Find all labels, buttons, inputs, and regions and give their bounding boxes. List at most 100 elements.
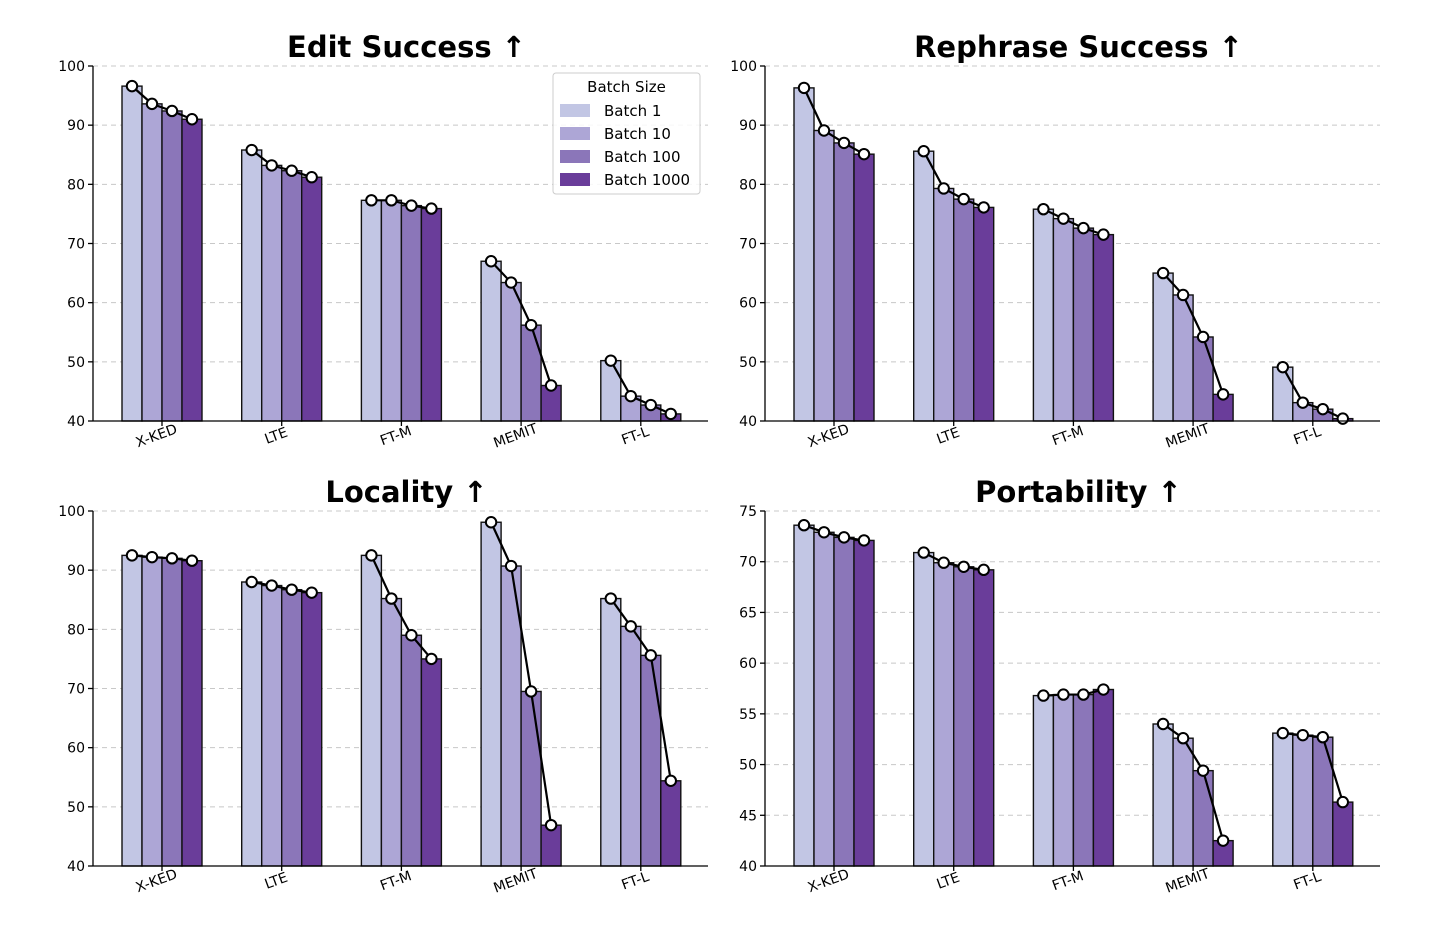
bar-ft-m-batch-1 — [360, 199, 383, 422]
point-lte-batch-10 — [265, 579, 278, 592]
point-memit-batch-1 — [1156, 266, 1170, 280]
point-x-ked-batch-10 — [817, 526, 831, 539]
point-lte-batch-1 — [245, 143, 258, 157]
point-lte-batch-1000 — [977, 201, 990, 214]
trend-line-ft-l — [1281, 366, 1344, 420]
trend-line-lte — [251, 580, 312, 594]
point-ft-m-batch-100 — [405, 199, 418, 212]
bar-memit-batch-10 — [1172, 737, 1194, 867]
y-tick-label: 70 — [739, 555, 757, 571]
panel-portability: 40 45 50 55 60 65 70 75 X-KED LTE FT-M MEMIT FT-L Por… — [739, 475, 1380, 897]
point-ft-m-batch-10 — [385, 194, 398, 207]
point-x-ked-batch-100 — [837, 136, 851, 150]
bar-ft-m-batch-100 — [1072, 693, 1095, 867]
bar-lte-batch-1 — [240, 581, 263, 867]
y-tick-label: 40 — [67, 414, 85, 430]
point-x-ked-batch-10 — [817, 124, 831, 137]
point-x-ked-batch-1000 — [857, 534, 871, 547]
point-x-ked-batch-10 — [145, 97, 159, 111]
legend-swatch-batch-1000 — [560, 173, 590, 186]
y-tick-label: 40 — [739, 414, 757, 430]
bar-ft-l-batch-1 — [1272, 732, 1294, 867]
y-tick-label: 55 — [739, 707, 757, 723]
bar-ft-m-batch-1000 — [1092, 688, 1115, 867]
point-ft-m-batch-10 — [385, 592, 398, 605]
point-ft-l-batch-1000 — [1336, 412, 1350, 425]
legend-label-batch-1: Batch 1 — [604, 102, 661, 120]
y-tick-label: 70 — [67, 237, 85, 253]
point-ft-m-batch-1 — [1037, 689, 1050, 702]
panel-rephrase-success: 40 50 60 70 80 90 100 X-KED LTE FT-M MEMIT FT-L Reph… — [730, 30, 1380, 452]
point-lte-batch-1000 — [305, 586, 318, 599]
point-ft-l-batch-1000 — [664, 407, 677, 421]
point-x-ked-batch-100 — [165, 104, 179, 118]
bar-x-ked-batch-100 — [833, 536, 855, 867]
trend-line-ft-m — [1042, 208, 1104, 236]
point-memit-batch-100 — [1196, 330, 1210, 344]
bar-ft-l-batch-1000 — [660, 780, 682, 867]
y-tick-label: 50 — [67, 355, 85, 371]
point-lte-batch-10 — [265, 159, 278, 172]
y-tick-label: 60 — [739, 656, 757, 672]
bar-x-ked-batch-10 — [813, 531, 835, 867]
x-tick-label: FT-L — [620, 869, 652, 894]
bar-ft-m-batch-10 — [1052, 693, 1075, 867]
panel-locality: 40 50 60 70 80 90 100 X-KED LTE FT-M MEMIT FT-L Loca… — [58, 475, 708, 897]
trend-line-x-ked — [131, 554, 193, 562]
bar-ft-m-batch-1000 — [1092, 233, 1115, 422]
bar-ft-l-batch-1 — [600, 597, 622, 867]
point-ft-l-batch-10 — [1296, 396, 1310, 409]
x-tick-label: X-KED — [134, 421, 180, 451]
trend-line-memit — [1162, 723, 1225, 841]
point-lte-batch-1 — [917, 145, 930, 158]
bar-lte-batch-1000 — [973, 206, 995, 422]
bar-x-ked-batch-1 — [793, 524, 815, 867]
y-tick-label: 70 — [739, 237, 757, 253]
x-tick-label: LTE — [263, 425, 290, 448]
bar-memit-batch-10 — [1172, 294, 1194, 422]
legend-label-batch-10: Batch 10 — [604, 125, 671, 143]
bar-lte-batch-10 — [933, 562, 955, 867]
point-ft-l-batch-100 — [644, 649, 657, 662]
bar-ft-l-batch-10 — [620, 625, 642, 867]
trend-line-lte — [923, 551, 984, 571]
legend-swatch-batch-100 — [560, 150, 590, 163]
point-memit-batch-1000 — [1216, 388, 1230, 401]
bar-ft-l-batch-10 — [1292, 734, 1314, 867]
bar-x-ked-batch-10 — [813, 129, 835, 422]
point-memit-batch-100 — [1196, 764, 1210, 777]
bar-lte-batch-1 — [913, 551, 935, 867]
bar-lte-batch-100 — [953, 198, 975, 422]
bar-x-ked-batch-100 — [161, 557, 183, 867]
y-tick-label: 90 — [739, 118, 757, 134]
bar-lte-batch-1000 — [301, 176, 323, 422]
x-tick-label: FT-M — [1050, 423, 1086, 449]
point-ft-l-batch-10 — [1296, 728, 1310, 742]
chart-title: Locality ↑ — [325, 475, 487, 509]
bar-lte-batch-1 — [913, 150, 935, 422]
point-lte-batch-100 — [285, 583, 298, 596]
y-tick-label: 100 — [58, 59, 85, 75]
bar-lte-batch-10 — [933, 187, 955, 422]
x-tick-label: X-KED — [806, 866, 852, 896]
trend-line-memit — [490, 260, 553, 386]
y-tick-label: 40 — [67, 859, 85, 875]
legend-box — [552, 72, 701, 195]
trend-line-lte — [251, 149, 313, 179]
bar-memit-batch-1 — [1152, 723, 1174, 867]
x-tick-label: FT-L — [620, 424, 652, 449]
point-ft-m-batch-100 — [405, 629, 418, 642]
point-x-ked-batch-1 — [125, 79, 139, 93]
bar-x-ked-batch-10 — [141, 556, 163, 867]
point-x-ked-batch-1 — [797, 519, 811, 532]
point-memit-batch-10 — [1176, 288, 1190, 302]
bar-ft-m-batch-1 — [360, 554, 383, 867]
trend-line-x-ked — [131, 85, 193, 121]
point-ft-l-batch-1 — [1276, 726, 1290, 740]
x-tick-label: MEMIT — [492, 421, 541, 452]
x-tick-label: LTE — [935, 870, 962, 893]
point-ft-m-batch-1 — [365, 549, 378, 562]
point-x-ked-batch-1000 — [185, 113, 199, 126]
x-tick-label: FT-L — [1292, 869, 1324, 894]
x-tick-label: X-KED — [806, 421, 852, 451]
